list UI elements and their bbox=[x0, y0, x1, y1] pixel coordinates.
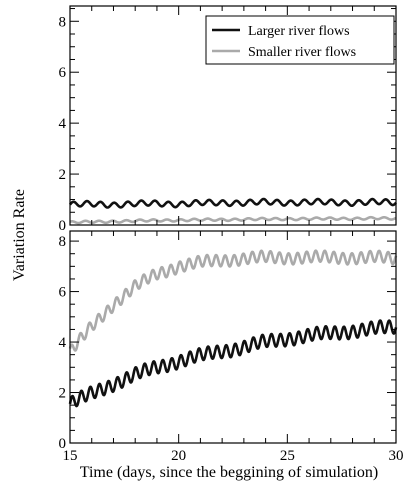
bottom-panel: 0 2 4 6 8 15 20 25 30 bbox=[59, 230, 404, 464]
legend-label-larger-river-flows: Larger river flows bbox=[248, 24, 350, 39]
bottom-series-line-smaller-river-flows bbox=[68, 249, 398, 352]
top-y-tick-label: 2 bbox=[59, 167, 67, 183]
bottom-y-tick-label: 6 bbox=[59, 285, 67, 301]
legend-label-smaller-river-flows: Smaller river flows bbox=[248, 45, 356, 60]
x-axis-title: Time (days, since the beggining of simul… bbox=[80, 464, 378, 481]
top-panel: 0 2 4 6 8 Larger river flows Smaller river flo… bbox=[59, 5, 397, 234]
top-series-line-larger-river-flows bbox=[68, 197, 397, 209]
top-y-tick-label: 4 bbox=[59, 116, 67, 132]
bottom-x-tick-label: 15 bbox=[63, 448, 78, 464]
bottom-plot-frame bbox=[69, 230, 397, 444]
bottom-x-tick-label: 30 bbox=[389, 448, 404, 464]
bottom-y-tick-label: 0 bbox=[59, 436, 67, 452]
bottom-y-tick-label: 4 bbox=[59, 335, 67, 351]
bottom-series-line-larger-river-flows bbox=[68, 319, 398, 408]
y-axis-title: Variation Rate bbox=[11, 189, 28, 281]
top-plot-frame bbox=[69, 5, 397, 226]
bottom-y-tick-label: 2 bbox=[59, 386, 67, 402]
top-series-line-smaller-river-flows bbox=[69, 215, 397, 225]
bottom-x-tick-label: 20 bbox=[171, 448, 186, 464]
legend-box bbox=[205, 15, 395, 65]
bottom-y-tick-label: 8 bbox=[59, 234, 67, 250]
top-y-tick-label: 8 bbox=[59, 14, 67, 30]
top-y-tick-label: 0 bbox=[59, 218, 67, 234]
top-y-tick-label: 6 bbox=[59, 65, 67, 81]
bottom-x-tick-label: 25 bbox=[280, 448, 295, 464]
